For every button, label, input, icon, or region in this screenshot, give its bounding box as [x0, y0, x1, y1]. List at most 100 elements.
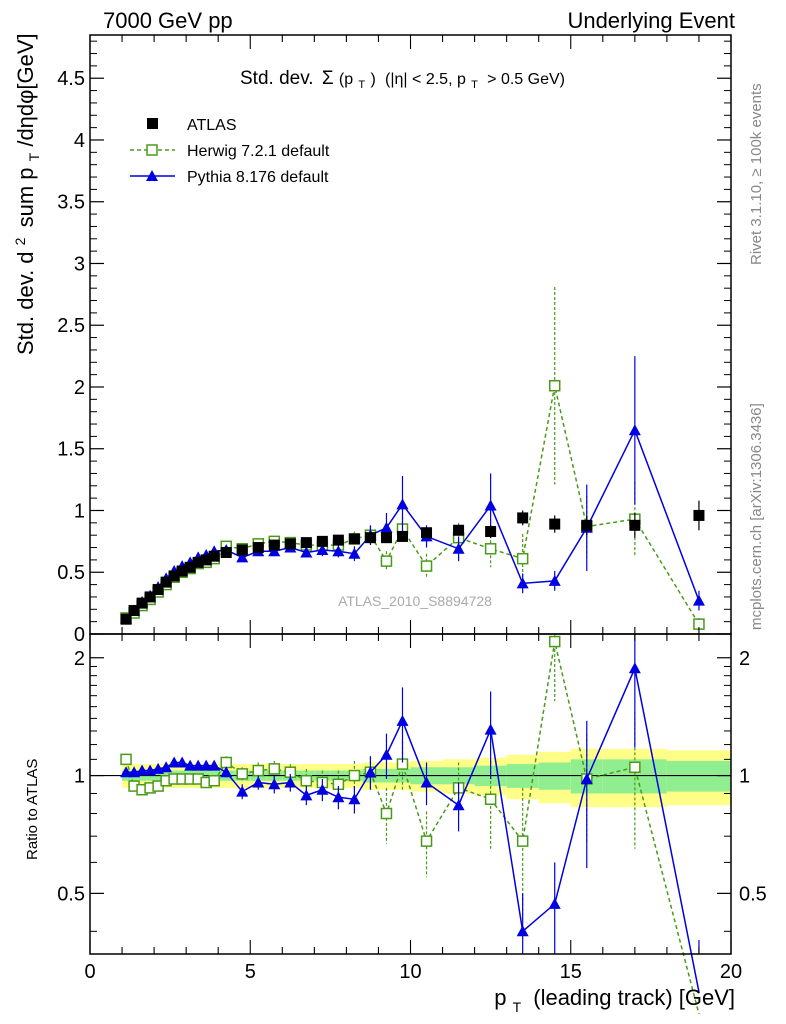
ratio-herwig-point: [629, 761, 641, 774]
atlas-point: [284, 538, 296, 550]
main-y-axis: 0 0.5 1 1.5 2 2.5 3 3.5 4 4.5: [57, 35, 732, 646]
atlas-point: [453, 524, 465, 536]
rivet-label: Rivet 3.1.10, ≥ 100k events: [748, 83, 765, 265]
ratio-pythia-point: [452, 799, 465, 811]
pythia-point: [300, 546, 313, 558]
ratio-herwig-point: [548, 635, 561, 648]
herwig-point: [516, 552, 529, 565]
legend: ATLAS Herwig 7.2.1 default Pythia 8.176 …: [130, 117, 330, 186]
ratio-pythia-point: [348, 793, 361, 805]
legend-marker-herwig: [146, 144, 158, 156]
y-tick-label: 3: [74, 253, 85, 275]
pythia-point: [380, 521, 393, 533]
ratio-pythia-point: [136, 764, 149, 776]
x-axis: 0 5 10 15 20: [84, 634, 742, 983]
y-label-sup: 2: [12, 237, 28, 245]
x-label-sub: T: [513, 999, 522, 1015]
ratio-y-axis: 0.5 0.5 1 1 2 2: [57, 648, 767, 932]
atlas-point: [380, 532, 392, 544]
x-tick-label: 10: [399, 961, 421, 983]
y-label-sub: T: [26, 152, 42, 161]
atlas-point: [348, 533, 360, 545]
pythia-point: [332, 545, 345, 557]
atlas-point: [332, 534, 344, 546]
ratio-y-tick-label-right: 1: [739, 766, 750, 788]
y-tick-label: 0: [74, 624, 85, 646]
x-label-b: (leading track) [GeV]: [533, 985, 735, 1010]
ratio-pythia-point: [160, 761, 173, 773]
herwig-point: [420, 560, 433, 572]
atlas-point: [421, 527, 433, 539]
ratio-herwig-point: [420, 835, 433, 847]
ratio-pythia-point: [580, 772, 593, 784]
ratio-pythia-line: [126, 665, 700, 993]
x-label-a: p: [494, 985, 506, 1010]
ratio-pythia-point: [548, 897, 561, 909]
ratio-pythia-point: [176, 756, 189, 768]
atlas-point: [549, 518, 561, 530]
atlas-point: [364, 532, 376, 544]
ratio-pythia-point: [420, 776, 433, 788]
ratio-herwig-point: [220, 756, 232, 769]
y-tick-label: 0.5: [57, 562, 85, 584]
atlas-point: [252, 542, 264, 554]
pythia-point: [236, 551, 249, 563]
header-right: Underlying Event: [567, 8, 735, 33]
atlas-point: [236, 544, 248, 556]
ratio-y-tick-label-right: 2: [739, 648, 750, 670]
y-tick-label: 3.5: [57, 192, 85, 214]
legend-entry-pythia: Pythia 8.176 default: [130, 169, 329, 186]
analysis-watermark: ATLAS_2010_S8894728: [338, 593, 492, 609]
pythia-point: [316, 544, 329, 556]
pythia-point: [452, 542, 465, 554]
main-series-layer: [120, 286, 705, 631]
herwig-point: [380, 555, 393, 567]
y-tick-label: 2: [74, 377, 85, 399]
mcplots-label: mcplots.cern.ch [arXiv:1306.3436]: [748, 403, 765, 630]
chart-title-pt: (p: [339, 71, 353, 88]
ratio-herwig-point: [208, 774, 220, 787]
main-y-axis-label: Std. dev. d 2 sum p T /dηdφ[GeV]: [5, 33, 44, 355]
atlas-point: [208, 550, 220, 562]
ratio-pythia-point: [516, 925, 529, 937]
ratio-y-tick-label: 1: [74, 766, 85, 788]
y-tick-label: 1: [74, 500, 85, 522]
ratio-pythia-point: [208, 759, 221, 771]
ratio-pythia-point: [252, 776, 265, 788]
atlas-point: [128, 605, 140, 617]
x-tick-label: 0: [84, 961, 95, 983]
ratio-pythia-point: [200, 759, 213, 771]
y-label-c: /dηdφ[GeV]: [13, 33, 38, 146]
ratio-pythia-point: [628, 662, 641, 674]
atlas-point: [200, 554, 212, 566]
atlas-point: [152, 584, 164, 596]
x-axis-label: p T (leading track) [GeV]: [494, 985, 735, 1017]
ratio-pythia-point: [484, 723, 497, 735]
legend-marker-atlas: [147, 118, 158, 129]
y-tick-label: 1.5: [57, 439, 85, 461]
chart-title-main: Std. dev.: [240, 68, 314, 89]
ratio-y-axis-label: Ratio to ATLAS: [24, 759, 41, 860]
pythia-line: [125, 428, 700, 620]
ratio-pythia-point: [236, 785, 249, 797]
ratio-herwig-point: [484, 793, 497, 805]
atlas-point: [192, 556, 204, 568]
atlas-point: [120, 613, 132, 625]
chart-title-rest: (|η| < 2.5, p: [385, 71, 466, 88]
pythia-point: [628, 424, 641, 436]
band-inner: [666, 760, 731, 792]
x-tick-label: 15: [560, 961, 582, 983]
main-panel: 0 0.5 1 1.5 2 2.5 3 3.5 4 4.5 Std. dev. Σ (p T ) …: [5, 33, 732, 646]
atlas-point: [581, 519, 593, 531]
ratio-herwig-point: [516, 835, 529, 847]
ratio-y-tick-label-right: 0.5: [739, 883, 767, 905]
ratio-pythia-point: [120, 766, 133, 778]
atlas-point: [144, 591, 156, 603]
pythia-point: [692, 594, 705, 606]
legend-entry-atlas: ATLAS: [147, 117, 237, 134]
herwig-point: [548, 380, 561, 392]
atlas-point: [396, 530, 408, 542]
chart-title-rest-end: > 0.5 GeV): [487, 71, 565, 88]
atlas-point: [220, 546, 232, 558]
